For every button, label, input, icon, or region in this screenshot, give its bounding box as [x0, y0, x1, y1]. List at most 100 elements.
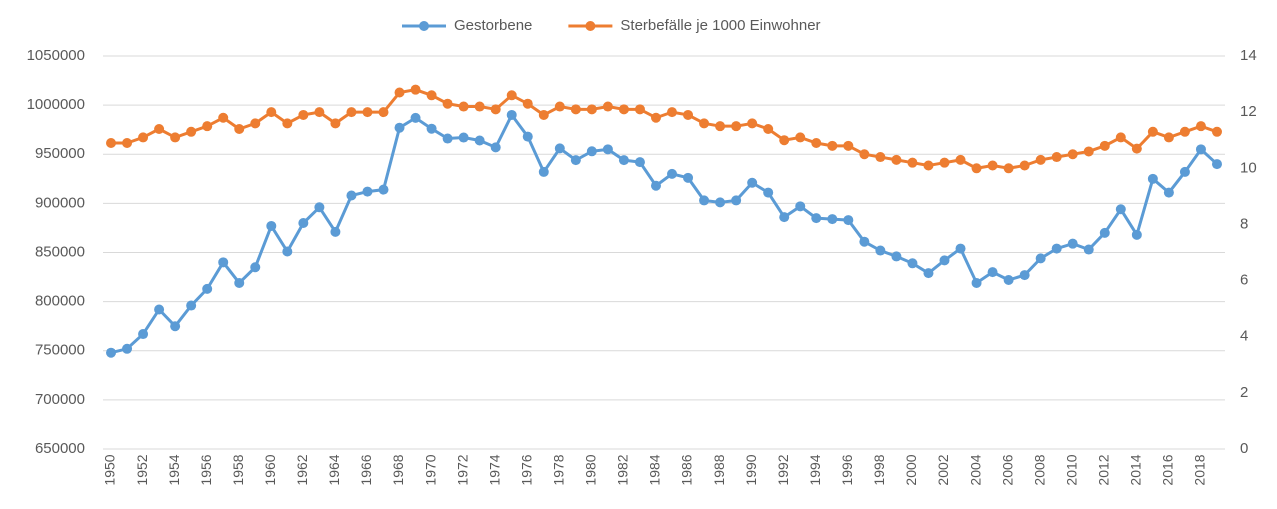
series-marker [554, 143, 565, 154]
series-marker [154, 123, 165, 134]
y2-tick-label: 6 [1240, 272, 1248, 289]
series-marker [795, 132, 806, 143]
y-tick-label: 950000 [35, 145, 85, 162]
series-marker [458, 132, 469, 143]
x-tick-label: 1998 [871, 454, 887, 485]
y2-tick-label: 8 [1240, 215, 1248, 232]
series-marker [1035, 253, 1046, 264]
series-marker [122, 343, 133, 354]
x-tick-label: 1982 [615, 454, 631, 485]
y-tick-label: 900000 [35, 194, 85, 211]
series-marker [362, 186, 373, 197]
x-tick-label: 1994 [807, 454, 823, 485]
series-marker [474, 101, 485, 112]
x-tick-label: 1962 [294, 454, 310, 485]
series-marker [779, 135, 790, 146]
series-marker [939, 255, 950, 266]
series-marker [1115, 204, 1126, 215]
series-marker [602, 144, 613, 155]
series-marker [1083, 244, 1094, 255]
series-marker [971, 277, 982, 288]
series-marker [490, 104, 501, 115]
series-marker [250, 262, 261, 273]
series-marker [699, 195, 710, 206]
y2-tick-label: 0 [1240, 440, 1248, 457]
series-marker [154, 304, 165, 315]
series-marker [1051, 152, 1062, 163]
series-marker [1211, 126, 1222, 137]
x-tick-label: 1990 [743, 454, 759, 485]
legend-label: Sterbefälle je 1000 Einwohner [620, 17, 820, 34]
series-marker [1003, 163, 1014, 174]
series-marker [346, 190, 357, 201]
series-marker [747, 177, 758, 188]
series-marker [1067, 238, 1078, 249]
series-marker [314, 107, 325, 118]
y-tick-label: 1000000 [27, 96, 85, 113]
series-marker [138, 329, 149, 340]
x-tick-label: 2004 [967, 454, 983, 485]
series-marker [442, 98, 453, 109]
x-tick-label: 2018 [1192, 454, 1208, 485]
series-marker [538, 166, 549, 177]
series-marker [715, 121, 726, 132]
series-marker [106, 138, 117, 149]
series-marker [827, 140, 838, 151]
series-marker [282, 246, 293, 257]
series-marker [570, 104, 581, 115]
x-tick-label: 1980 [583, 454, 599, 485]
x-tick-label: 2016 [1160, 454, 1176, 485]
series-marker [250, 118, 261, 129]
series-marker [282, 118, 293, 129]
series-marker [1195, 144, 1206, 155]
series-marker [554, 101, 565, 112]
series-marker [186, 126, 197, 137]
x-tick-label: 2012 [1095, 454, 1111, 485]
series-marker [138, 132, 149, 143]
series-marker [1131, 143, 1142, 154]
series-marker [298, 109, 309, 120]
series-marker [1163, 132, 1174, 143]
series-marker [731, 195, 742, 206]
series-marker [410, 112, 421, 123]
series-marker [683, 172, 694, 183]
series-marker [458, 101, 469, 112]
x-tick-label: 1956 [198, 454, 214, 485]
series-marker [298, 218, 309, 229]
series-marker [891, 154, 902, 165]
series-marker [586, 104, 597, 115]
series-marker [763, 187, 774, 198]
series-marker [266, 220, 277, 231]
series-line [111, 88, 1218, 170]
y2-tick-label: 12 [1240, 103, 1257, 120]
series-marker [1067, 149, 1078, 160]
x-tick-label: 1968 [390, 454, 406, 485]
series-marker [202, 121, 213, 132]
series-marker [426, 123, 437, 134]
series-marker [699, 118, 710, 129]
series-marker [650, 112, 661, 123]
series-marker [394, 122, 405, 133]
x-tick-label: 1984 [647, 454, 663, 485]
x-tick-label: 1960 [262, 454, 278, 485]
series-marker [1147, 126, 1158, 137]
series-marker [122, 138, 133, 149]
series-marker [843, 215, 854, 226]
series-marker [907, 258, 918, 269]
series-marker [586, 146, 597, 157]
series-marker [987, 160, 998, 171]
x-tick-label: 1964 [326, 454, 342, 485]
series-marker [955, 154, 966, 165]
series-marker [1003, 275, 1014, 286]
x-tick-label: 2000 [903, 454, 919, 485]
x-tick-label: 1954 [166, 454, 182, 485]
series-marker [811, 213, 822, 224]
series-marker [506, 90, 517, 101]
y-tick-label: 750000 [35, 342, 85, 359]
series-marker [602, 101, 613, 112]
series-marker [474, 135, 485, 146]
x-tick-label: 1976 [518, 454, 534, 485]
series-marker [330, 118, 341, 129]
series-marker [266, 107, 277, 118]
